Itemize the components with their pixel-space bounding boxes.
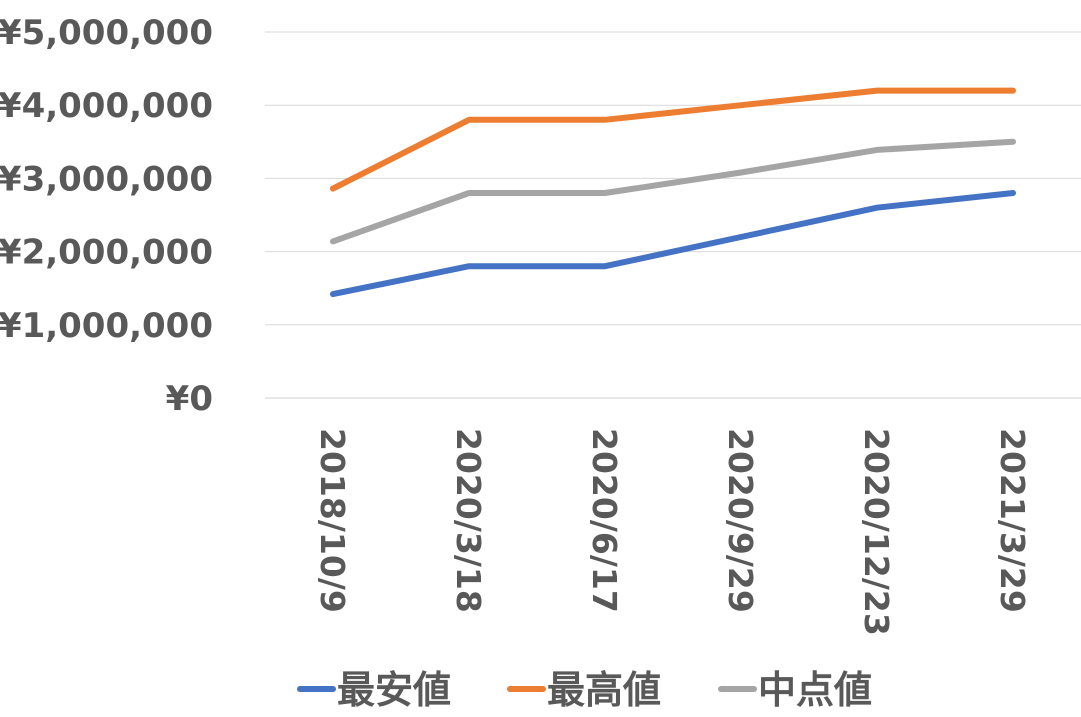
series-line-2: [330, 138, 1016, 245]
legend-label: 最安値: [337, 668, 451, 712]
series-line-0: [330, 190, 1016, 298]
x-tick-label: 2020/12/23: [857, 428, 896, 636]
legend-label: 最高値: [547, 668, 661, 712]
gridlines: [265, 31, 1081, 399]
legend: 最安値 最高値 中点値: [297, 668, 872, 712]
y-tick-label: ¥5,000,000: [0, 13, 213, 53]
y-tick-label: ¥1,000,000: [0, 306, 213, 346]
y-tick-label: ¥2,000,000: [0, 233, 213, 273]
x-tick-label: 2020/6/17: [585, 428, 624, 613]
y-tick-label: ¥3,000,000: [0, 159, 213, 199]
series-lines: [330, 87, 1016, 298]
x-axis-ticks: 2018/10/9 2020/3/18 2020/6/17 2020/9/29 2020…: [313, 428, 1032, 636]
y-axis-ticks: ¥0 ¥1,000,000 ¥2,000,000 ¥3,000,000 ¥4,000,0…: [0, 13, 213, 419]
y-tick-label: ¥4,000,000: [0, 86, 213, 126]
x-tick-label: 2020/9/29: [721, 428, 760, 613]
x-tick-label: 2021/3/29: [993, 428, 1032, 613]
x-tick-label: 2018/10/9: [313, 428, 352, 613]
y-tick-label: ¥0: [166, 379, 213, 419]
series-line-1: [330, 87, 1016, 192]
legend-label: 中点値: [758, 668, 872, 712]
x-tick-label: 2020/3/18: [449, 428, 488, 613]
